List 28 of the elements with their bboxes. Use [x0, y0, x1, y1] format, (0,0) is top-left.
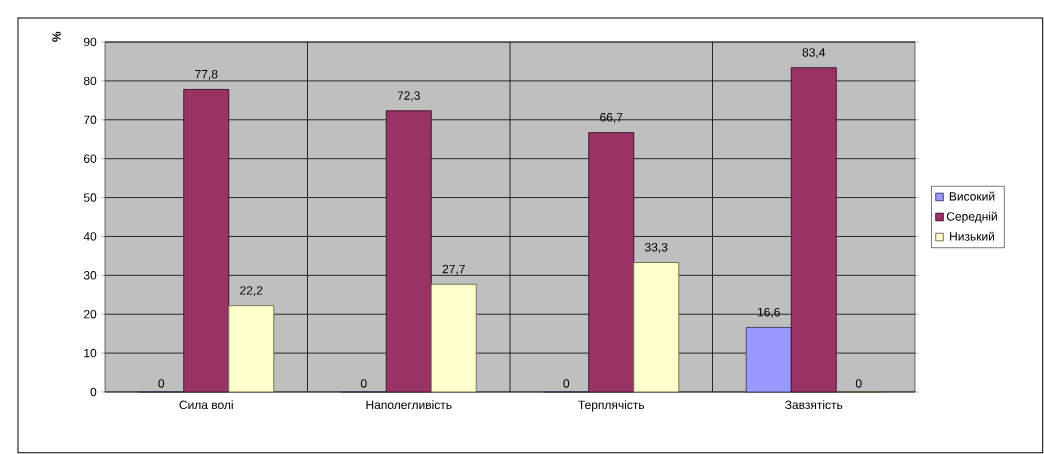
y-tick-label: 20 — [84, 309, 97, 319]
y-tick-label: 50 — [83, 193, 97, 202]
y-tick-label: 10 — [84, 348, 97, 358]
y-tick-label: 80 — [83, 76, 97, 86]
x-tick-label: Наполегливість — [366, 400, 452, 410]
data-label: 0 — [563, 379, 570, 388]
data-label: 27,7 — [442, 264, 465, 275]
x-tick-label: Сила волі — [179, 400, 233, 410]
y-tick-label: 40 — [83, 232, 97, 241]
y-tick-label: 70 — [84, 115, 97, 125]
y-tick-label: 60 — [84, 154, 97, 163]
data-label: 22,2 — [240, 286, 263, 297]
data-label: 0 — [158, 379, 165, 388]
legend-label: Низький — [950, 231, 995, 241]
data-label: 77,8 — [195, 69, 218, 80]
legend-label: Середній — [946, 211, 997, 224]
x-tick-label: Завзятість — [785, 400, 843, 410]
data-label: 33,3 — [645, 242, 668, 253]
data-label: 0 — [360, 379, 367, 388]
data-label: 72,3 — [397, 91, 420, 102]
legend-label: Високий — [949, 191, 995, 201]
y-tick-label: 90 — [83, 37, 97, 47]
data-label: 0 — [855, 379, 862, 388]
y-axis-title: % — [52, 31, 61, 42]
y-tick-label: 30 — [83, 271, 97, 280]
data-label: 83,4 — [802, 48, 826, 59]
x-tick-label: Терплячість — [578, 400, 645, 412]
y-tick-label: 0 — [90, 387, 97, 397]
